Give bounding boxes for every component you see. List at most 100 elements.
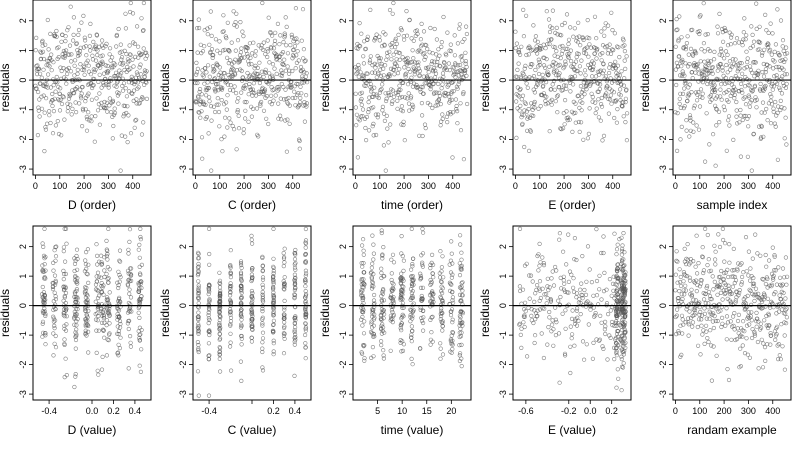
- data-point: [685, 98, 690, 104]
- data-point: [399, 328, 404, 333]
- data-point: [420, 113, 425, 118]
- data-point: [239, 322, 244, 327]
- data-point: [606, 70, 612, 76]
- data-point: [282, 325, 287, 331]
- data-point: [709, 97, 714, 102]
- data-point: [718, 87, 723, 92]
- data-point: [748, 314, 754, 319]
- data-point: [532, 340, 537, 346]
- data-point: [293, 251, 298, 256]
- data-point: [378, 88, 383, 93]
- data-point: [581, 137, 586, 142]
- data-point: [57, 108, 63, 113]
- data-point: [73, 346, 78, 351]
- data-point: [246, 119, 251, 124]
- data-point: [620, 243, 625, 248]
- data-point: [128, 273, 134, 278]
- data-point: [597, 69, 602, 74]
- data-point: [716, 232, 721, 237]
- data-point: [681, 105, 687, 111]
- data-point: [36, 108, 41, 113]
- data-point: [701, 1, 706, 6]
- data-point: [593, 110, 598, 116]
- data-point: [260, 277, 266, 282]
- data-point: [260, 282, 265, 287]
- data-point: [430, 59, 435, 64]
- data-point: [759, 110, 764, 115]
- data-point: [553, 333, 559, 338]
- data-point: [583, 73, 588, 78]
- data-point: [572, 74, 578, 79]
- data-point: [117, 279, 122, 284]
- data-point: [617, 54, 622, 60]
- y-tick-label: 0: [498, 78, 508, 83]
- data-point: [303, 284, 308, 289]
- data-point: [234, 147, 239, 152]
- data-point: [457, 358, 463, 364]
- data-point: [729, 64, 735, 69]
- data-point: [519, 112, 525, 117]
- data-point: [594, 293, 600, 298]
- data-point: [767, 283, 772, 288]
- data-point: [776, 309, 782, 314]
- data-point: [755, 339, 761, 345]
- data-point: [138, 52, 144, 57]
- data-point: [369, 265, 375, 270]
- data-point: [779, 322, 784, 327]
- data-point: [392, 72, 397, 77]
- data-point: [456, 82, 461, 87]
- data-point: [270, 62, 276, 67]
- data-point: [76, 27, 82, 33]
- data-point: [518, 332, 523, 338]
- data-point: [551, 343, 556, 348]
- y-tick-label: 2: [498, 244, 508, 249]
- data-point: [106, 82, 111, 88]
- data-point: [680, 331, 685, 336]
- data-point: [695, 343, 701, 348]
- data-point: [440, 324, 445, 329]
- data-point: [383, 91, 388, 96]
- data-point: [123, 86, 128, 91]
- data-point: [399, 323, 404, 328]
- data-point: [281, 333, 287, 339]
- data-point: [144, 50, 149, 55]
- data-point: [458, 264, 463, 269]
- data-point: [676, 54, 682, 59]
- data-point: [776, 64, 781, 70]
- data-point: [712, 257, 718, 262]
- data-point: [573, 110, 578, 115]
- data-point: [617, 87, 623, 92]
- data-point: [713, 249, 718, 254]
- data-point: [601, 346, 606, 352]
- data-point: [195, 304, 201, 309]
- data-point: [260, 292, 265, 297]
- data-point: [784, 81, 789, 86]
- data-point: [421, 308, 426, 314]
- data-point: [382, 43, 387, 48]
- data-point: [228, 309, 233, 314]
- data-point: [554, 268, 559, 273]
- data-point: [63, 77, 68, 82]
- data-point: [534, 44, 539, 49]
- data-point: [42, 110, 47, 115]
- x-axis-title: C (value): [228, 423, 277, 437]
- data-point: [292, 293, 298, 298]
- data-point: [457, 26, 462, 31]
- data-point: [456, 63, 461, 68]
- data-point: [359, 96, 364, 102]
- data-point: [379, 317, 384, 323]
- data-point: [84, 285, 89, 291]
- data-point: [407, 17, 412, 23]
- data-point: [259, 69, 265, 74]
- y-tick-label: 1: [338, 274, 348, 279]
- data-point: [675, 27, 680, 32]
- data-point: [250, 312, 255, 317]
- data-point: [622, 274, 627, 280]
- data-point: [293, 335, 298, 340]
- data-point: [748, 45, 753, 51]
- data-point: [691, 259, 696, 264]
- data-point: [121, 114, 126, 119]
- data-point: [519, 97, 524, 102]
- data-point: [779, 307, 785, 312]
